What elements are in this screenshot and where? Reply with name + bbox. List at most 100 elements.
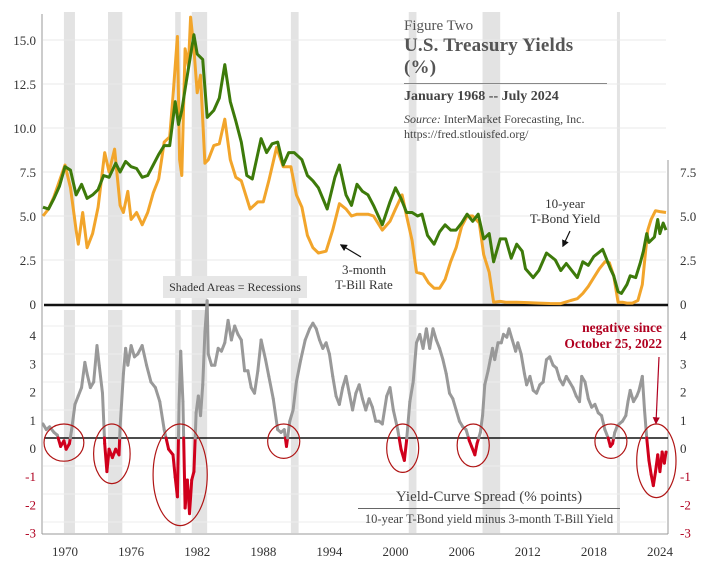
tbond-line <box>42 33 668 295</box>
inversion-circle <box>267 423 301 460</box>
recession-band <box>290 310 299 533</box>
y-tick-label-right: 2.5 <box>680 253 696 268</box>
recession-band <box>482 310 501 533</box>
spread-segment-positive <box>181 400 186 440</box>
negative-since-note: negative since October 25, 2022 <box>540 320 662 352</box>
x-tick-label: 1994 <box>316 544 343 559</box>
tbill-line <box>41 15 667 306</box>
spread-tick-label-left: -2 <box>25 497 36 512</box>
recession-band <box>107 310 123 533</box>
spread-title-block: Yield-Curve Spread (% points) 10-year T-… <box>358 489 620 527</box>
spread-segment-positive <box>507 327 514 342</box>
spread-segment-positive <box>76 386 84 398</box>
spread-segment-positive <box>118 372 125 429</box>
chart-title: U.S. Treasury Yields (%) <box>404 35 607 84</box>
axes <box>41 14 669 535</box>
spread-tick-label-left: 2 <box>30 385 37 400</box>
figure-label: Figure Two <box>404 18 474 34</box>
spread-segment-positive <box>434 338 442 350</box>
spread-segment-negative <box>105 447 111 474</box>
y-tick-label-left: 15.0 <box>13 33 36 48</box>
spread-segment-positive <box>100 391 106 440</box>
spread-segment-negative <box>662 450 668 465</box>
spread-segment-positive <box>205 299 210 356</box>
recession-band <box>408 12 417 304</box>
inversion-circle <box>92 423 131 485</box>
spread-segment-positive <box>206 352 214 367</box>
spread-segment-negative <box>647 458 653 476</box>
recession-band <box>616 310 620 533</box>
negative-arrow <box>652 356 660 425</box>
spread-segment-positive <box>405 400 412 440</box>
spread-segment-positive <box>357 383 364 401</box>
spread-segment-positive <box>253 369 260 395</box>
source-label: Source: <box>404 112 441 126</box>
source-text: InterMarket Forecasting, Inc. <box>443 112 585 126</box>
spread-segment-positive <box>259 338 268 362</box>
y-tick-label-right: 7.5 <box>680 165 696 180</box>
recession-band <box>482 12 501 304</box>
title-block: Figure Two U.S. Treasury Yields (%) Janu… <box>404 18 614 142</box>
spread-segment-positive <box>239 338 247 373</box>
spread-segment-positive <box>454 408 461 423</box>
spread-segment-positive <box>324 341 331 356</box>
spread-segment-positive <box>286 419 292 440</box>
x-tick-label: 1970 <box>52 544 78 559</box>
spread-segment-negative <box>117 436 122 457</box>
inversion-circle <box>456 423 490 468</box>
tbond-arrow <box>562 230 571 248</box>
date-range: January 1968 -- July 2024 <box>404 89 559 104</box>
spread-segment-positive <box>271 397 280 432</box>
spread-segment-positive <box>600 414 607 432</box>
spread-segment-positive <box>481 383 487 418</box>
tbill-label-line1: 3-month <box>341 262 387 277</box>
spread-segment-positive <box>441 358 448 376</box>
spread-segment-negative <box>651 470 658 488</box>
inversion-circle <box>43 423 85 462</box>
spread-segment-positive <box>246 369 253 390</box>
spread-segment-positive <box>408 380 415 404</box>
y-tick-label-left: 7.5 <box>20 165 36 180</box>
recession-band <box>290 12 299 304</box>
spread-segment-positive <box>97 363 104 395</box>
spread-tick-label-left: 4 <box>30 328 37 343</box>
spread-segment-negative <box>175 436 180 499</box>
spread-tick-label-right: -1 <box>680 469 691 484</box>
tick-labels: 0 2.5 5.0 7.5 10.0 12.5 15.0 0 2.5 5.0 7.5 -3 -3 -2 -2… <box>13 33 696 559</box>
spread-segment-positive <box>199 383 205 418</box>
spread-segment-positive <box>548 355 555 367</box>
spread-title: Yield-Curve Spread (% points) <box>358 489 620 509</box>
inversion-circle <box>152 423 208 527</box>
negative-note-line1: negative since <box>582 320 662 335</box>
spread-segment-positive <box>388 386 395 412</box>
spread-segment-positive <box>267 374 275 401</box>
annotation-arrows <box>339 230 660 425</box>
spread-segment-positive <box>213 346 220 367</box>
spread-segment-positive <box>264 358 271 378</box>
spread-segment-positive <box>83 360 89 376</box>
spread-segment-positive <box>288 408 295 423</box>
tbond-label: 10-year T-Bond Yield <box>510 196 620 226</box>
spread-segment-positive <box>367 397 374 409</box>
spread-segment-positive <box>201 330 207 387</box>
spread-segment-positive <box>314 327 322 342</box>
recessions-note: Shaded Areas = Recessions <box>163 276 307 298</box>
inversion-circles <box>43 423 677 527</box>
x-tick-label: 2000 <box>383 544 409 559</box>
spread-segment-negative <box>397 436 403 451</box>
spread-segment-positive <box>233 324 240 336</box>
spread-segment-positive <box>535 383 542 395</box>
tbill-arrow <box>339 244 362 258</box>
tbond-label-line2: T-Bond Yield <box>529 211 601 226</box>
spread-tick-label-right: -2 <box>680 497 691 512</box>
spread-tick-label-left: 0 <box>30 441 37 456</box>
spread-segment-negative <box>188 478 194 516</box>
spread-segment-positive <box>176 402 181 440</box>
spread-segment-positive <box>145 363 153 384</box>
spread-tick-label-left: 1 <box>30 413 37 428</box>
spread-segment-positive <box>438 346 445 362</box>
spread-segment-positive <box>431 327 438 342</box>
spread-segment-positive <box>193 411 198 440</box>
spread-segment-positive <box>291 380 298 412</box>
